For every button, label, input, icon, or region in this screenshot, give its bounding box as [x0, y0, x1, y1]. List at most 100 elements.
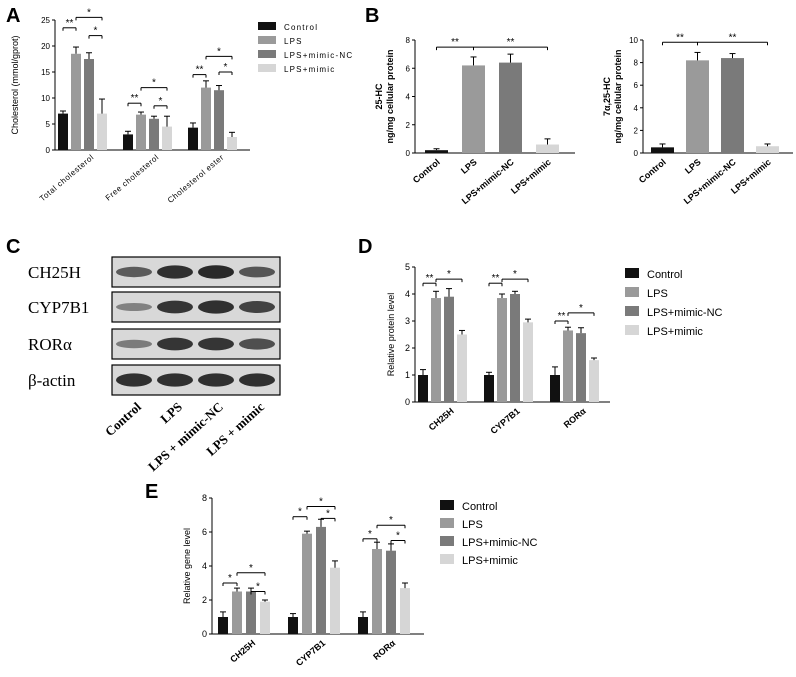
legend-label: Control — [284, 23, 318, 32]
bar-lps-mimic — [523, 322, 533, 402]
x-category-label: Total cholesterol — [38, 153, 96, 204]
y-tick-label: 10 — [41, 94, 50, 103]
significance-label: * — [217, 46, 221, 57]
legend-swatch — [258, 36, 276, 44]
panel-letter-b: B — [365, 5, 379, 27]
bar-lps-mimic — [330, 567, 340, 634]
legend-swatch — [625, 268, 639, 278]
legend-label: LPS — [647, 288, 668, 300]
blot-band — [239, 338, 275, 350]
x-category-label: LPS — [683, 157, 703, 176]
x-category-label: RORα — [562, 406, 588, 430]
y-axis-title: Cholesterol (mmol/gprot) — [10, 35, 20, 134]
y-tick-label: 1 — [405, 370, 410, 380]
bar-control — [418, 375, 428, 402]
blot-band — [157, 373, 193, 387]
blot-band — [198, 300, 234, 314]
significance-label: * — [513, 269, 517, 280]
legend-swatch — [258, 50, 276, 58]
y-tick-label: 8 — [634, 59, 639, 68]
blot-band — [198, 265, 234, 279]
y-tick-label: 2 — [406, 121, 411, 130]
blot-row-label: CYP7B1 — [28, 298, 89, 317]
y-tick-label: 0 — [46, 146, 51, 155]
y-tick-label: 25 — [41, 16, 50, 25]
legend-swatch — [440, 536, 454, 546]
significance-label: * — [159, 96, 163, 107]
bar-control — [58, 113, 68, 150]
bar-control — [288, 617, 298, 634]
bar-lps-mimic-nc — [214, 90, 224, 150]
significance-label: * — [249, 563, 253, 574]
bar-lps — [201, 87, 211, 150]
y-tick-label: 0 — [406, 149, 411, 158]
bar-lps-mimic-nc — [84, 59, 94, 150]
significance-label: * — [326, 508, 330, 519]
blot-strip — [111, 291, 281, 323]
significance-label: * — [579, 303, 583, 314]
legend-swatch — [440, 500, 454, 510]
y-tick-label: 6 — [634, 81, 639, 90]
significance-label: * — [87, 7, 91, 18]
x-category-label: LPS+mimic — [509, 157, 553, 196]
blot-column-label: LPS — [157, 399, 185, 426]
y-axis-title: 25-HC — [374, 83, 384, 110]
significance-label: * — [319, 497, 323, 508]
significance-label: * — [94, 26, 98, 37]
blot-band — [116, 373, 152, 387]
legend-label: LPS+mimic-NC — [647, 307, 723, 319]
bar-lps-mimic-nc — [149, 118, 159, 150]
bar — [721, 58, 744, 153]
blot-band — [198, 337, 234, 351]
x-category-label: CYP7B1 — [294, 638, 327, 668]
y-tick-label: 2 — [634, 126, 639, 135]
x-category-label: Cholesterol ester — [166, 153, 226, 205]
y-tick-label: 4 — [202, 561, 207, 571]
blot-row-label: CH25H — [28, 263, 81, 282]
significance-label: ** — [507, 37, 515, 48]
y-tick-label: 6 — [406, 64, 411, 73]
y-tick-label: 0 — [202, 629, 207, 639]
bar — [651, 147, 674, 153]
bar — [756, 146, 779, 153]
panel-letter-e: E — [145, 481, 158, 503]
blot-band — [239, 373, 275, 387]
bar-control — [123, 134, 133, 150]
bar-control — [188, 127, 198, 150]
y-tick-label: 3 — [405, 316, 410, 326]
x-category-label: CH25H — [427, 406, 456, 433]
blot-band — [157, 265, 193, 279]
significance-label: * — [152, 78, 156, 89]
legend-swatch — [625, 325, 639, 335]
bar-lps — [302, 533, 312, 634]
y-axis-subtitle: ng/mg cellular protein — [613, 49, 623, 143]
bar — [499, 62, 522, 153]
bar-control — [218, 617, 228, 634]
significance-label: * — [228, 573, 232, 584]
bar-lps — [136, 114, 146, 150]
bar-lps — [563, 330, 573, 402]
significance-label: ** — [451, 37, 459, 48]
legend-swatch — [625, 287, 639, 297]
significance-label: * — [224, 62, 228, 73]
blot-row-label: β-actin — [28, 371, 76, 390]
significance-label: ** — [729, 32, 737, 43]
legend-label: LPS — [284, 37, 303, 46]
y-tick-label: 2 — [202, 595, 207, 605]
blot-band — [239, 301, 275, 313]
chart-panel-a: 0 5 10 15 20 25 Total cholesterol Free choleste… — [10, 7, 352, 205]
blot-band — [116, 266, 152, 278]
y-tick-label: 5 — [405, 262, 410, 272]
y-tick-label: 5 — [46, 120, 51, 129]
bar-control — [484, 375, 494, 402]
significance-label: ** — [676, 32, 684, 43]
blot-column-label: Control — [102, 399, 144, 439]
significance-label: ** — [196, 65, 204, 76]
blot-band — [116, 339, 152, 349]
bar-lps — [71, 53, 81, 150]
bar-lps-mimic — [400, 588, 410, 634]
